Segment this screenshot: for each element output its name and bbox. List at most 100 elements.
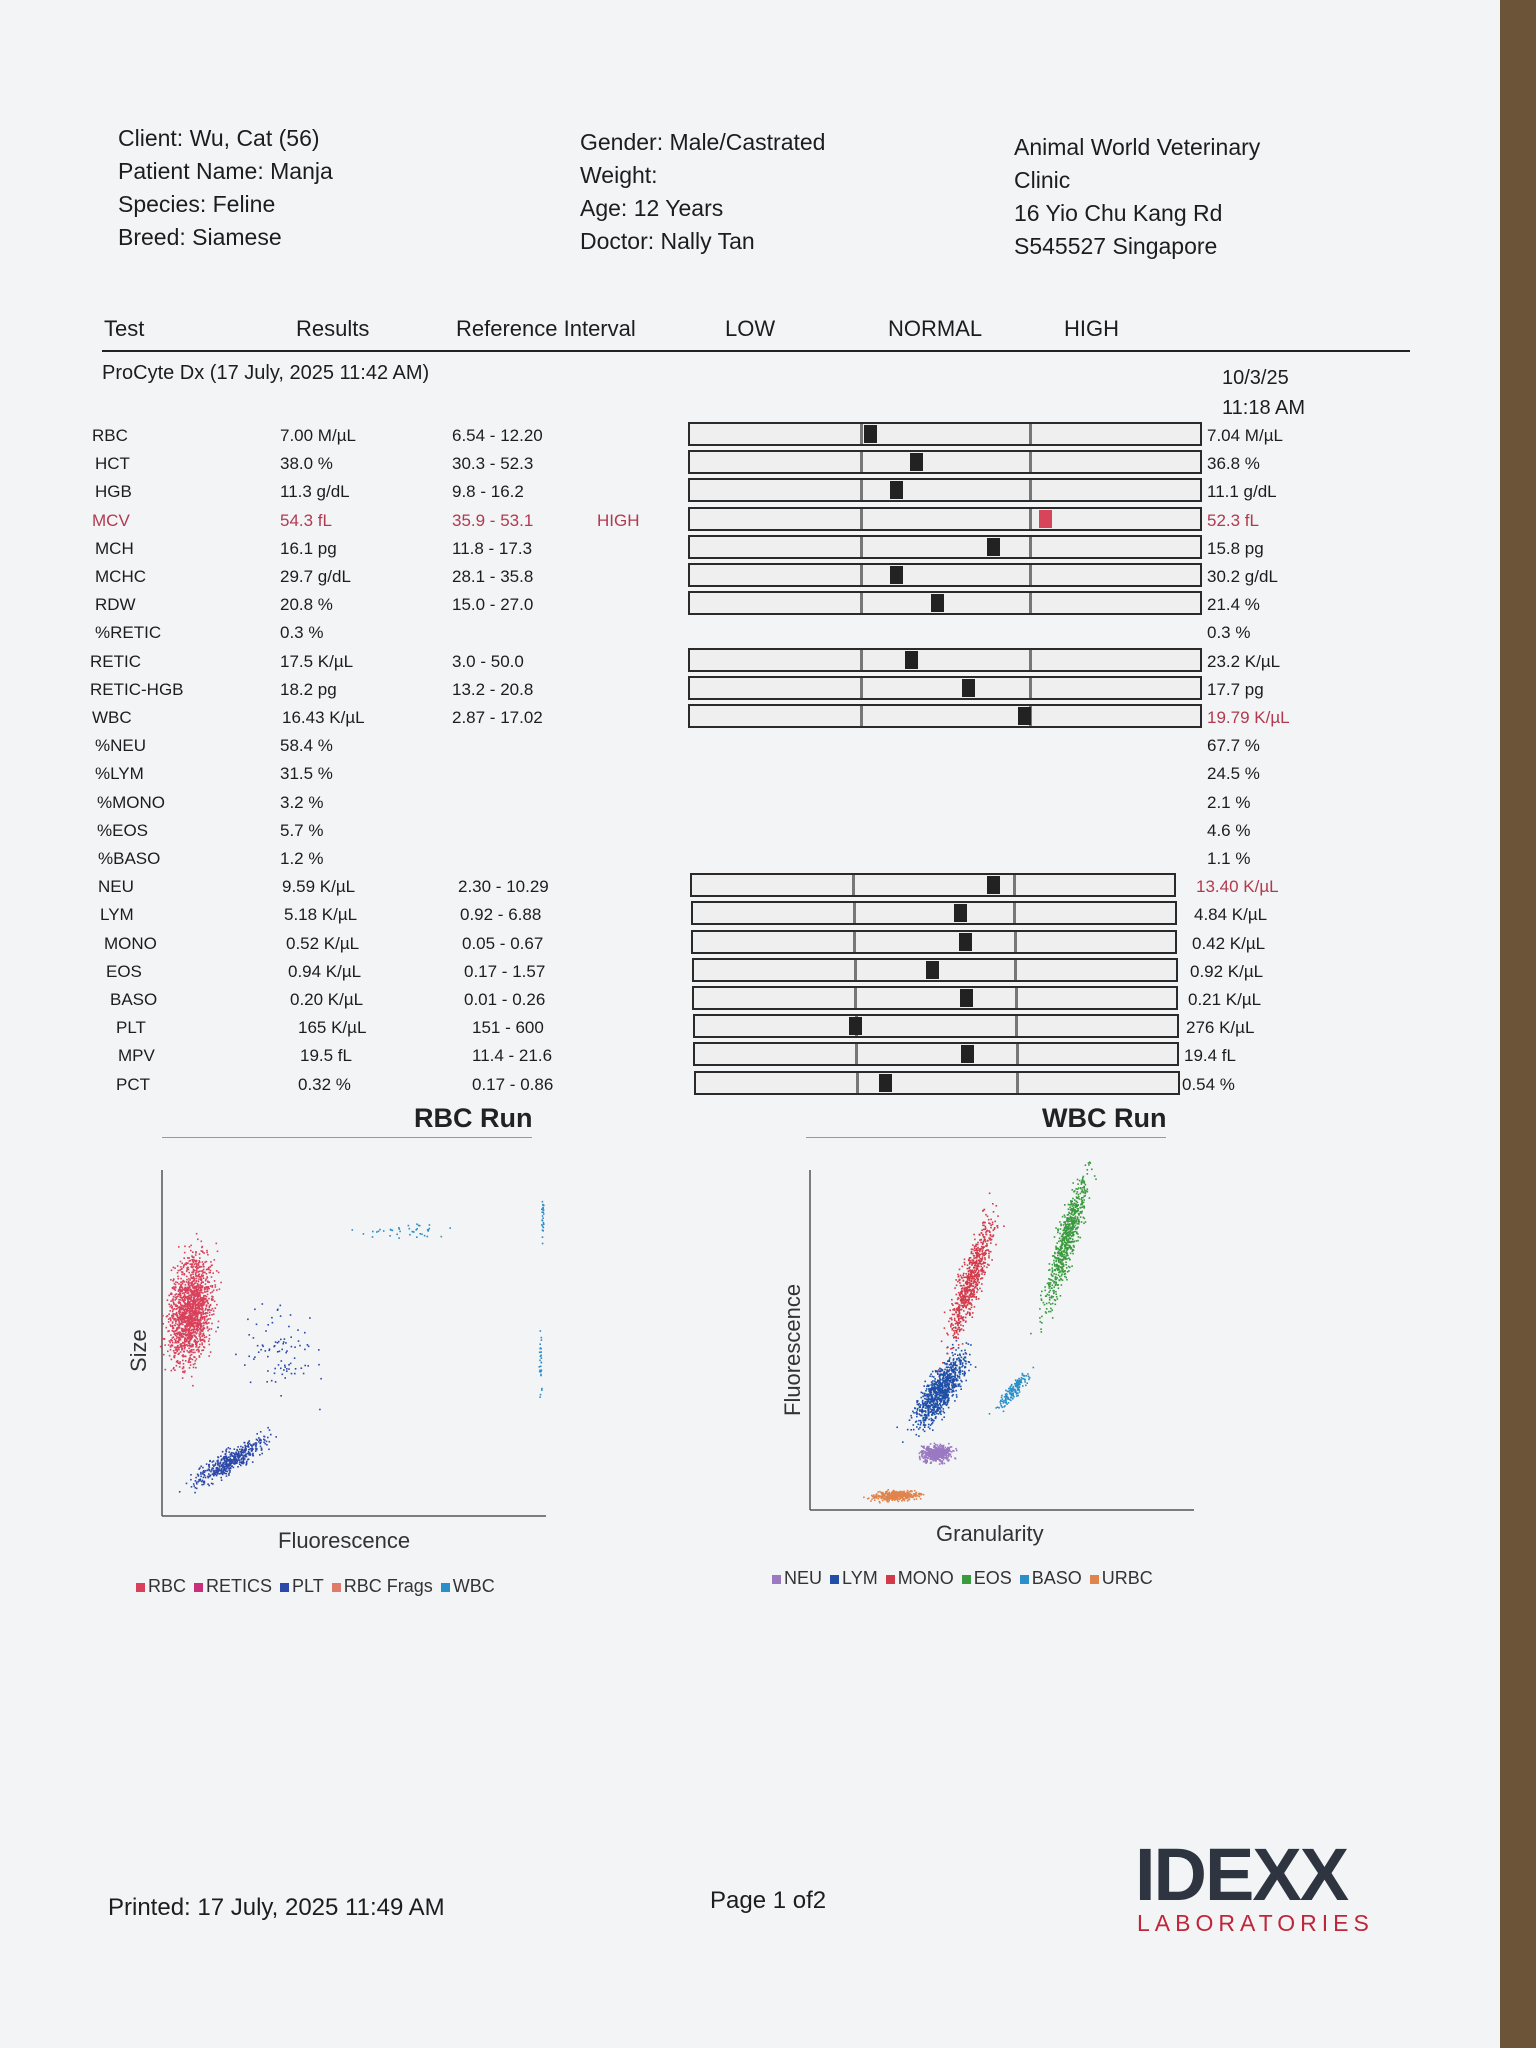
range-divider (1014, 959, 1018, 980)
range-divider (859, 706, 863, 726)
test-result: 0.52 K/µL (286, 933, 360, 953)
lym-cluster (896, 1339, 977, 1443)
range-divider (1016, 1072, 1020, 1093)
previous-result: 0.21 K/µL (1188, 990, 1262, 1009)
previous-result: 15.8 pg (1207, 538, 1264, 558)
legend-label: RBC Frags (343, 1576, 433, 1596)
range-divider (1029, 452, 1033, 473)
reference-range: 2.87 - 17.02 (452, 708, 543, 727)
result-marker (987, 537, 1001, 556)
previous-result: 1.1 % (1207, 849, 1251, 868)
range-divider (854, 988, 858, 1008)
reference-range: 0.01 - 0.26 (464, 990, 546, 1009)
legend-swatch (961, 1574, 971, 1584)
range-bar (692, 1014, 1179, 1039)
range-bar (690, 873, 1176, 898)
result-marker (1018, 707, 1032, 725)
test-name: RDW (95, 595, 136, 615)
range-divider (855, 1044, 859, 1065)
range-divider (1015, 1044, 1019, 1065)
range-divider (1013, 931, 1017, 952)
mono-cluster (938, 1192, 1005, 1371)
col-low: LOW (725, 316, 776, 341)
legend-label: RBC (148, 1576, 187, 1596)
test-name: HCT (95, 454, 130, 474)
logo-subtitle: LABORATORIES (1137, 1910, 1374, 1936)
test-name: %MONO (97, 792, 165, 812)
reference-range: 30.3 - 52.3 (452, 454, 534, 474)
wbc-x-label: Granularity (936, 1521, 1044, 1546)
test-name: MCHC (95, 567, 146, 586)
previous-result: 24.5 % (1207, 764, 1260, 784)
previous-result: 52.3 fL (1207, 510, 1259, 530)
rbc-legend: RBC RETICS PLT RBC Frags WBC (128, 1576, 495, 1597)
legend-swatch (885, 1574, 895, 1584)
test-name: WBC (92, 708, 132, 727)
test-name: RBC (92, 426, 128, 445)
range-divider (853, 959, 857, 980)
run-title: ProCyte Dx (17 July, 2025 11:42 AM) (102, 362, 430, 384)
eos-cluster (1030, 1161, 1097, 1335)
legend-label: RETICS (206, 1576, 273, 1596)
col-test: Test (104, 316, 145, 341)
wbc-run-title: WBC Run (1042, 1103, 1167, 1133)
test-result: 5.18 K/µL (284, 905, 358, 925)
range-bar (688, 422, 1202, 446)
legend-swatch (1019, 1574, 1029, 1584)
result-marker (889, 566, 903, 584)
range-divider (855, 1072, 859, 1093)
test-result: 0.20 K/µL (290, 990, 364, 1009)
range-divider (1013, 903, 1017, 924)
result-marker (1038, 509, 1052, 528)
previous-result: 21.4 % (1207, 595, 1260, 615)
range-divider (1015, 1016, 1019, 1037)
previous-result: 4.6 % (1207, 820, 1251, 840)
result-marker (953, 904, 967, 923)
previous-result: 0.54 % (1182, 1074, 1235, 1094)
previous-result: 0.3 % (1207, 623, 1251, 643)
legend-swatch (280, 1582, 290, 1592)
range-bar (688, 506, 1202, 531)
legend-label: URBC (1101, 1568, 1153, 1588)
reference-range: 13.2 - 20.8 (452, 679, 534, 699)
clinic-line-2: Clinic (1014, 167, 1071, 193)
range-divider (1029, 565, 1033, 585)
legend-swatch (830, 1574, 840, 1584)
range-divider (859, 677, 863, 698)
patient-details: Gender: Male/Castrated Weight: Age: 12 Y… (580, 126, 825, 258)
previous-result: 67.7 % (1207, 736, 1260, 756)
test-name: NEU (98, 877, 134, 897)
clinic-line-3: 16 Yio Chu Kang Rd (1014, 200, 1223, 226)
result-marker (961, 1045, 975, 1064)
range-bar (688, 591, 1202, 616)
range-divider (1029, 649, 1033, 670)
test-result: 18.2 pg (280, 679, 337, 699)
range-divider (859, 424, 863, 444)
test-name: RETIC (90, 651, 141, 671)
range-bar (690, 901, 1177, 926)
legend-label: LYM (842, 1568, 878, 1588)
wbc-scatter-top (351, 1223, 451, 1239)
test-result: 11.3 g/dL (280, 482, 350, 502)
reference-range: 3.0 - 50.0 (452, 651, 524, 671)
col-normal: NORMAL (888, 316, 983, 341)
previous-result: 276 K/µL (1186, 1018, 1255, 1038)
species-line: Species: Feline (118, 191, 276, 217)
reference-range: 6.54 - 12.20 (452, 426, 543, 445)
range-bar (688, 675, 1202, 700)
range-bar (693, 1070, 1180, 1095)
test-result: 7.00 M/µL (280, 426, 356, 445)
range-divider (1029, 677, 1033, 698)
test-name: %LYM (95, 764, 144, 784)
flag-label: HIGH (597, 510, 640, 530)
previous-result: 19.79 K/µL (1207, 708, 1290, 727)
legend-label: EOS (973, 1568, 1012, 1588)
range-bar (688, 534, 1202, 559)
test-name: %EOS (97, 820, 149, 840)
result-marker (910, 453, 924, 472)
range-divider (1029, 593, 1033, 614)
urbc-cluster (863, 1489, 925, 1504)
reference-range: 0.05 - 0.67 (462, 933, 544, 953)
clinic-address: Animal World Veterinary Clinic 16 Yio Ch… (1014, 131, 1260, 263)
doctor-line: Doctor: Nally Tan (580, 228, 755, 254)
